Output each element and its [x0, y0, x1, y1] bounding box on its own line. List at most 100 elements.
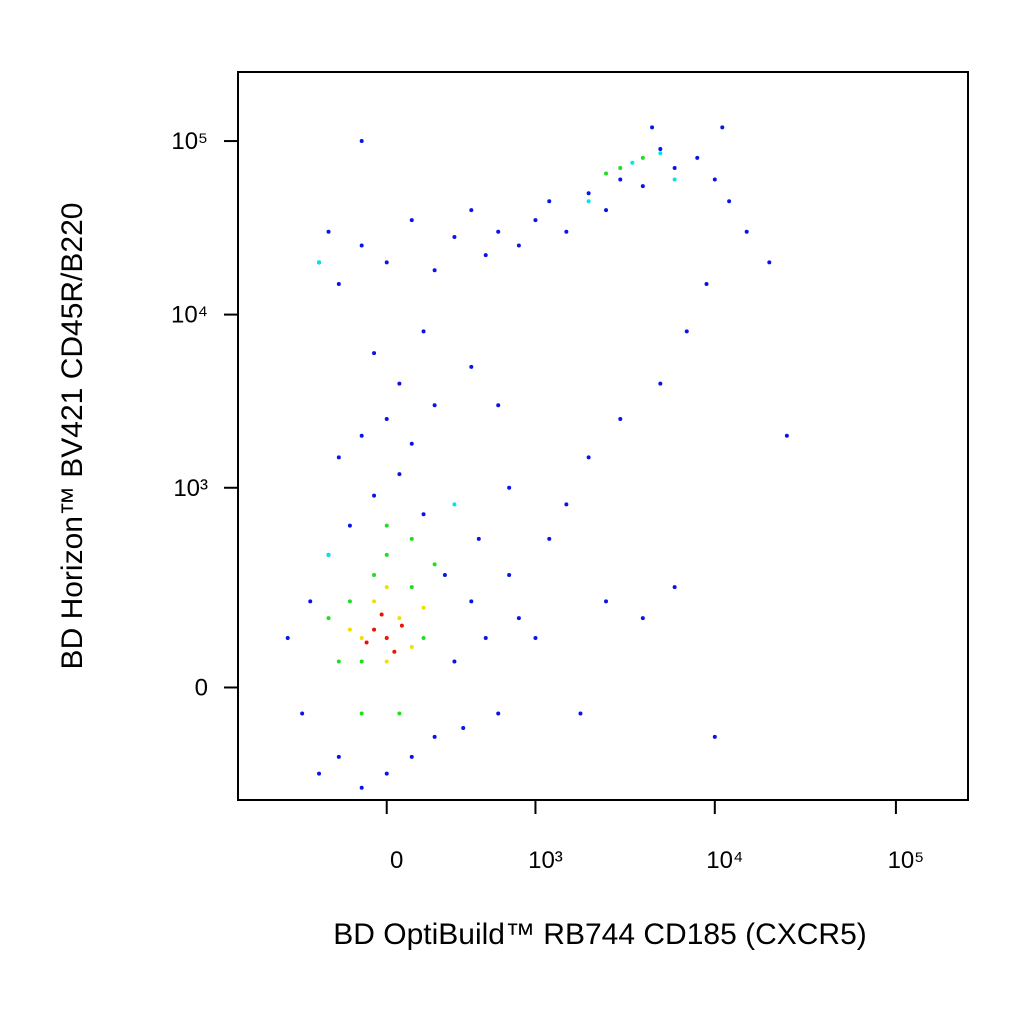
point — [397, 472, 402, 477]
point — [372, 627, 377, 632]
point — [767, 260, 772, 265]
point — [372, 351, 377, 356]
point — [469, 208, 474, 213]
point — [578, 711, 583, 716]
point — [308, 599, 313, 604]
point — [586, 455, 591, 460]
point — [640, 184, 645, 189]
point — [399, 623, 404, 628]
point — [384, 771, 389, 776]
point — [285, 636, 290, 641]
point — [409, 536, 414, 541]
point — [496, 229, 501, 234]
point — [547, 536, 552, 541]
point — [372, 599, 377, 604]
point — [359, 139, 364, 144]
point — [347, 599, 352, 604]
point — [630, 160, 635, 165]
point — [432, 403, 437, 408]
point — [359, 785, 364, 790]
x-tick-label: 10⁵ — [888, 847, 925, 874]
point — [672, 585, 677, 590]
point — [432, 268, 437, 273]
point — [409, 644, 414, 649]
point — [359, 711, 364, 716]
point — [452, 234, 457, 239]
point — [421, 329, 426, 334]
point — [347, 523, 352, 528]
point — [533, 218, 538, 223]
point — [336, 659, 341, 664]
point — [618, 417, 623, 422]
point — [658, 151, 663, 156]
point — [421, 512, 426, 517]
point — [727, 199, 732, 204]
point — [384, 636, 389, 641]
point — [372, 493, 377, 498]
point — [384, 260, 389, 265]
point — [442, 572, 447, 577]
point — [712, 734, 717, 739]
point — [640, 155, 645, 160]
point — [469, 599, 474, 604]
point — [586, 199, 591, 204]
point — [496, 711, 501, 716]
point — [397, 711, 402, 716]
point — [432, 562, 437, 567]
point — [397, 616, 402, 621]
x-axis-title: BD OptiBuild™ RB744 CD185 (CXCR5) — [333, 918, 867, 951]
point — [372, 572, 377, 577]
y-tick-label: 10³ — [173, 475, 208, 502]
point — [409, 754, 414, 759]
point — [469, 364, 474, 369]
point — [379, 612, 384, 617]
point — [421, 636, 426, 641]
point — [359, 433, 364, 438]
point — [421, 605, 426, 610]
point — [384, 523, 389, 528]
point — [409, 218, 414, 223]
point — [658, 146, 663, 151]
point — [483, 253, 488, 258]
point — [392, 649, 397, 654]
point — [359, 243, 364, 248]
point — [336, 754, 341, 759]
point — [326, 229, 331, 234]
point — [604, 208, 609, 213]
point — [672, 165, 677, 170]
plot-frame — [237, 71, 969, 801]
point — [496, 403, 501, 408]
point — [476, 536, 481, 541]
point — [618, 177, 623, 182]
point — [384, 659, 389, 664]
point — [564, 229, 569, 234]
point — [364, 640, 369, 645]
point — [461, 725, 466, 730]
point — [604, 599, 609, 604]
point — [672, 177, 677, 182]
point — [452, 502, 457, 507]
point — [604, 171, 609, 176]
x-tick-label: 0 — [390, 847, 403, 874]
y-axis-title: BD Horizon™ BV421 CD45R/B220 — [56, 203, 89, 670]
point — [564, 502, 569, 507]
point — [483, 636, 488, 641]
point — [409, 585, 414, 590]
y-tick-label: 10⁵ — [171, 128, 208, 155]
point — [336, 455, 341, 460]
x-tick-label: 10³ — [528, 847, 563, 874]
point — [695, 155, 700, 160]
point — [452, 659, 457, 664]
point — [384, 552, 389, 557]
y-tick-label: 0 — [195, 674, 208, 701]
point — [516, 243, 521, 248]
point — [347, 627, 352, 632]
point — [384, 417, 389, 422]
point — [317, 771, 322, 776]
point — [658, 381, 663, 386]
point — [650, 125, 655, 130]
point — [409, 441, 414, 446]
point — [586, 191, 591, 196]
point — [516, 616, 521, 621]
